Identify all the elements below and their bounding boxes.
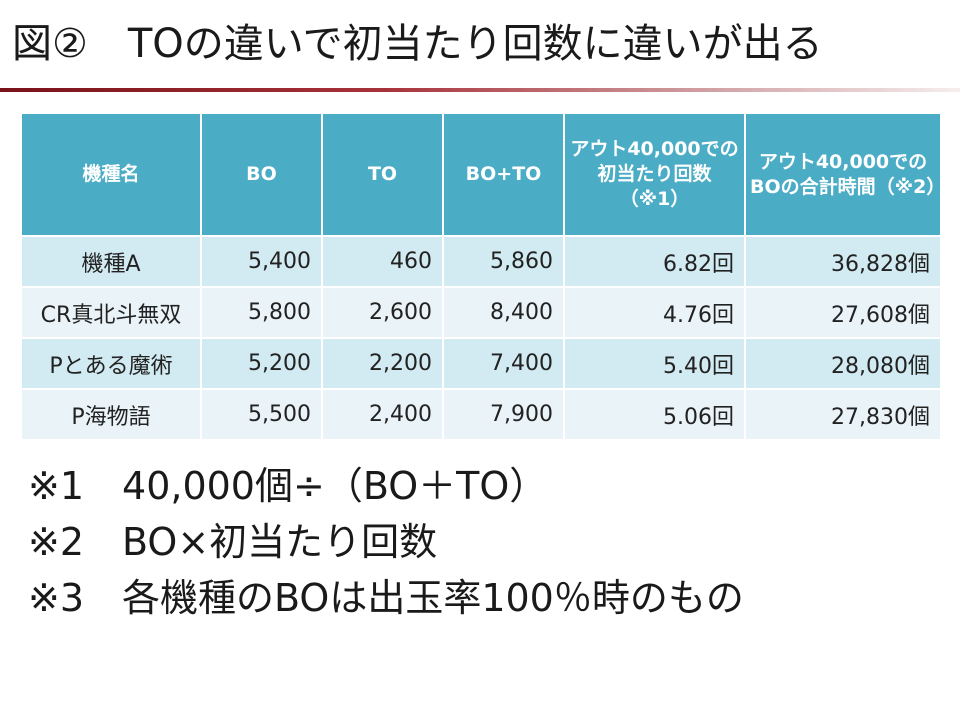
cell-bo-total: 36,828個 [744, 235, 942, 288]
cell-model-name: P海物語 [20, 388, 202, 441]
cell-to: 460 [321, 235, 444, 288]
cell-bo: 5,400 [200, 235, 323, 288]
header-model-name: 機種名 [20, 112, 202, 237]
footnote-1: ※1 40,000個÷（BO＋TO） [28, 464, 548, 508]
header-bo-plus-to: BO+TO [442, 112, 565, 237]
table-row: 機種A 5,400 460 5,860 6.82回 36,828個 [20, 235, 942, 288]
cell-bo-plus-to: 8,400 [442, 286, 565, 339]
cell-bo-total: 27,608個 [744, 286, 942, 339]
table-row: P海物語 5,500 2,400 7,900 5.06回 27,830個 [20, 388, 942, 441]
table-row: CR真北斗無双 5,800 2,600 8,400 4.76回 27,608個 [20, 286, 942, 339]
cell-model-name: CR真北斗無双 [20, 286, 202, 339]
header-first-hit-count: アウト40,000での初当たり回数（※1） [563, 112, 746, 237]
cell-to: 2,200 [321, 337, 444, 390]
cell-bo-plus-to: 5,860 [442, 235, 565, 288]
table-header-row: 機種名 BO TO BO+TO アウト40,000での初当たり回数（※1） アウ… [20, 112, 945, 237]
cell-model-name: Pとある魔術 [20, 337, 202, 390]
header-bo-total: アウト40,000でのBOの合計時間（※2） [744, 112, 945, 237]
cell-first-hit-count: 4.76回 [563, 286, 746, 339]
cell-model-name: 機種A [20, 235, 202, 288]
cell-bo-total: 28,080個 [744, 337, 942, 390]
cell-to: 2,400 [321, 388, 444, 441]
cell-first-hit-count: 5.06回 [563, 388, 746, 441]
header-to: TO [321, 112, 444, 237]
title-divider [0, 88, 960, 92]
slide-title: 図② TOの違いで初当たり回数に違いが出る [12, 21, 823, 67]
cell-first-hit-count: 6.82回 [563, 235, 746, 288]
cell-first-hit-count: 5.40回 [563, 337, 746, 390]
footnote-2: ※2 BO×初当たり回数 [28, 520, 438, 564]
cell-to: 2,600 [321, 286, 444, 339]
cell-bo: 5,200 [200, 337, 323, 390]
table-row: Pとある魔術 5,200 2,200 7,400 5.40回 28,080個 [20, 337, 942, 390]
cell-bo: 5,500 [200, 388, 323, 441]
cell-bo: 5,800 [200, 286, 323, 339]
cell-bo-plus-to: 7,400 [442, 337, 565, 390]
footnotes: ※1 40,000個÷（BO＋TO） ※2 BO×初当たり回数 ※3 各機種のB… [28, 458, 744, 626]
comparison-table: 機種名 BO TO BO+TO アウト40,000での初当たり回数（※1） アウ… [20, 112, 945, 441]
cell-bo-plus-to: 7,900 [442, 388, 565, 441]
header-bo: BO [200, 112, 323, 237]
footnote-3: ※3 各機種のBOは出玉率100％時のもの [28, 576, 744, 620]
cell-bo-total: 27,830個 [744, 388, 942, 441]
